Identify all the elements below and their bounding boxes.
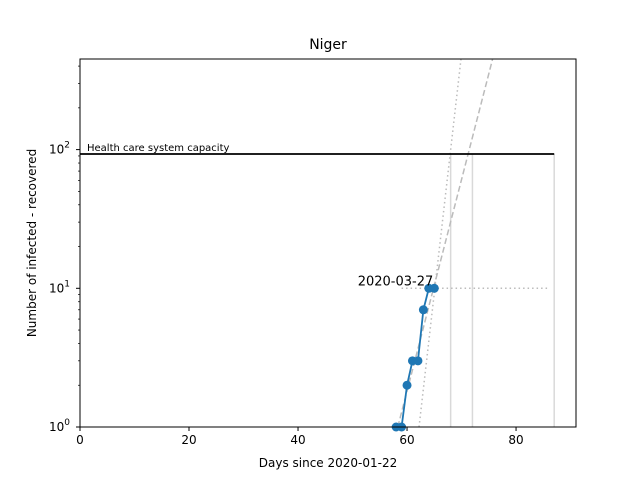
chart-title: Niger (309, 37, 347, 53)
y-tick-label: 101 (49, 279, 70, 295)
x-tick-label: 60 (399, 433, 414, 447)
data-point (413, 356, 423, 366)
clipped-layer (397, 59, 555, 427)
axes-frame (79, 58, 577, 428)
data-point (402, 380, 412, 390)
projection-dashed (397, 59, 494, 427)
projection-dotted (418, 59, 462, 427)
plot-area: Health care system capacity 2020-03-27 (80, 59, 555, 432)
axes: 0 20 40 60 80 100 101 102 (49, 58, 577, 447)
x-tick-label: 80 (508, 433, 523, 447)
y-tick-label: 102 (49, 141, 70, 157)
y-tick-label: 100 (49, 418, 70, 434)
y-axis-label: Number of infected - recovered (25, 149, 39, 337)
capacity-label: Health care system capacity (87, 143, 229, 154)
data-point (429, 283, 439, 293)
x-tick-label: 40 (290, 433, 305, 447)
data-point (418, 305, 428, 315)
x-tick-label: 0 (76, 433, 84, 447)
x-axis-label: Days since 2020-01-22 (259, 456, 398, 470)
date-annotation: 2020-03-27 (358, 274, 434, 289)
x-tick-label: 20 (181, 433, 196, 447)
